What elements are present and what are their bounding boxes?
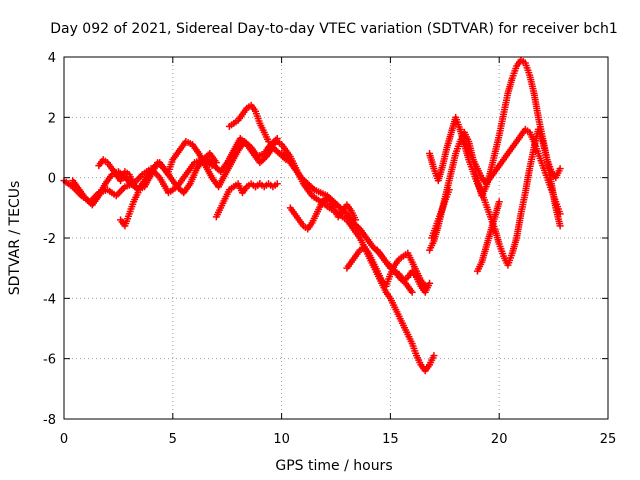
series-arc-4	[117, 189, 142, 230]
series-arc-9	[251, 180, 281, 191]
y-axis-label: SDTVAR / TECUs	[7, 181, 23, 296]
y-tick-label: -8	[43, 413, 56, 428]
data-point	[495, 198, 503, 206]
x-tick-label: 15	[382, 432, 399, 447]
series-arc-18	[428, 186, 453, 242]
data-point	[430, 352, 438, 360]
y-tick-label: -6	[43, 353, 56, 368]
data-point	[426, 279, 434, 287]
y-tick-label: 0	[48, 172, 56, 187]
x-tick-label: 10	[273, 432, 290, 447]
data-point	[273, 180, 281, 188]
x-axis-label: GPS time / hours	[275, 458, 392, 474]
series-arc-17	[460, 125, 564, 218]
x-tick-label: 25	[600, 432, 617, 447]
data-point	[352, 216, 360, 224]
axis-ticks: 0 5 10 15 20 25 -8 -6 -4 -2 0 2 4	[43, 51, 616, 447]
series-arc-12	[286, 195, 360, 233]
data-point	[445, 186, 453, 194]
series-arc-8	[225, 101, 273, 145]
data-point	[556, 165, 564, 173]
data-point	[408, 288, 416, 296]
y-tick-label: -4	[43, 292, 56, 307]
y-tick-label: 2	[48, 111, 56, 126]
series-arc-3	[95, 156, 172, 194]
data-point	[265, 137, 273, 145]
series-arc-7	[212, 180, 264, 221]
data-points	[60, 56, 564, 375]
y-tick-label: -2	[43, 232, 56, 247]
x-tick-label: 0	[60, 432, 68, 447]
data-point	[556, 210, 564, 218]
x-tick-label: 20	[491, 432, 508, 447]
chart-title: Day 092 of 2021, Sidereal Day-to-day VTE…	[50, 21, 618, 37]
data-point	[556, 222, 564, 230]
series-arc-19	[473, 198, 503, 275]
y-tick-label: 4	[48, 51, 56, 66]
plot-frame	[63, 56, 609, 420]
series-arc-14	[373, 246, 434, 296]
data-point	[134, 189, 142, 197]
series-arc-16	[426, 113, 564, 269]
x-tick-label: 5	[169, 432, 177, 447]
